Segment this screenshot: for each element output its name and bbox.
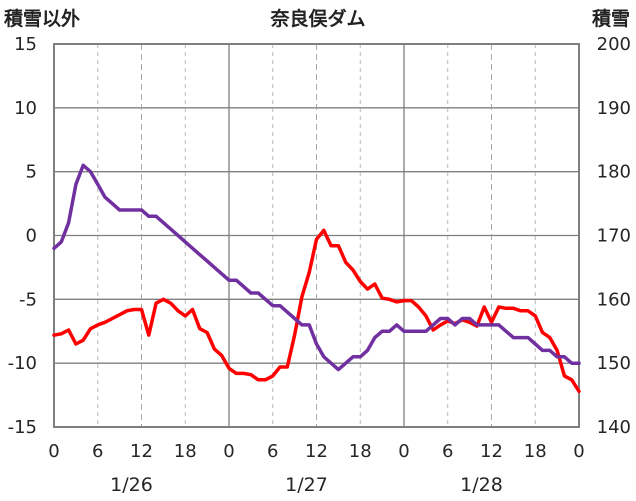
x-tick-label: 6: [267, 441, 278, 462]
plot-frame: [53, 43, 580, 428]
x-tick-label: 6: [442, 441, 453, 462]
x-tick-label: 0: [48, 441, 59, 462]
left-y-tick-label: 10: [14, 98, 37, 119]
series-line-other: [52, 228, 581, 394]
date-label: 1/27: [285, 474, 328, 496]
x-tick-label: 0: [223, 441, 234, 462]
left-axis-title: 積雪以外: [4, 8, 81, 30]
left-y-tick-label: 15: [14, 34, 37, 55]
grid-lines: [54, 44, 579, 427]
right-y-tick-label: 170: [597, 226, 631, 247]
right-y-tick-label: 160: [597, 289, 631, 310]
left-y-tick-label: -15: [8, 417, 37, 438]
left-y-tick-label: -10: [8, 353, 37, 374]
right-axis-title: 積雪: [591, 8, 630, 30]
x-tick-label: 12: [305, 441, 328, 462]
left-y-tick-label: -5: [19, 289, 37, 310]
left-y-tick-label: 5: [26, 162, 37, 183]
x-tick-label: 12: [480, 441, 503, 462]
right-y-tick-label: 190: [597, 98, 631, 119]
series-lines: [52, 163, 581, 394]
x-tick-label: 12: [130, 441, 153, 462]
right-y-tick-label: 150: [597, 353, 631, 374]
chart-title: 奈良俣ダム: [270, 8, 366, 30]
x-tick-label: 6: [92, 441, 103, 462]
x-tick-label: 18: [524, 441, 547, 462]
right-y-tick-label: 200: [597, 34, 631, 55]
x-tick-label: 18: [349, 441, 372, 462]
x-tick-label: 18: [174, 441, 197, 462]
series-line-snow: [52, 163, 581, 372]
date-label: 1/28: [460, 474, 503, 496]
right-y-tick-label: 180: [597, 162, 631, 183]
x-tick-label: 0: [398, 441, 409, 462]
x-tick-label: 0: [573, 441, 584, 462]
left-y-tick-label: 0: [26, 226, 37, 247]
right-y-tick-label: 140: [597, 417, 631, 438]
date-label: 1/26: [110, 474, 153, 496]
